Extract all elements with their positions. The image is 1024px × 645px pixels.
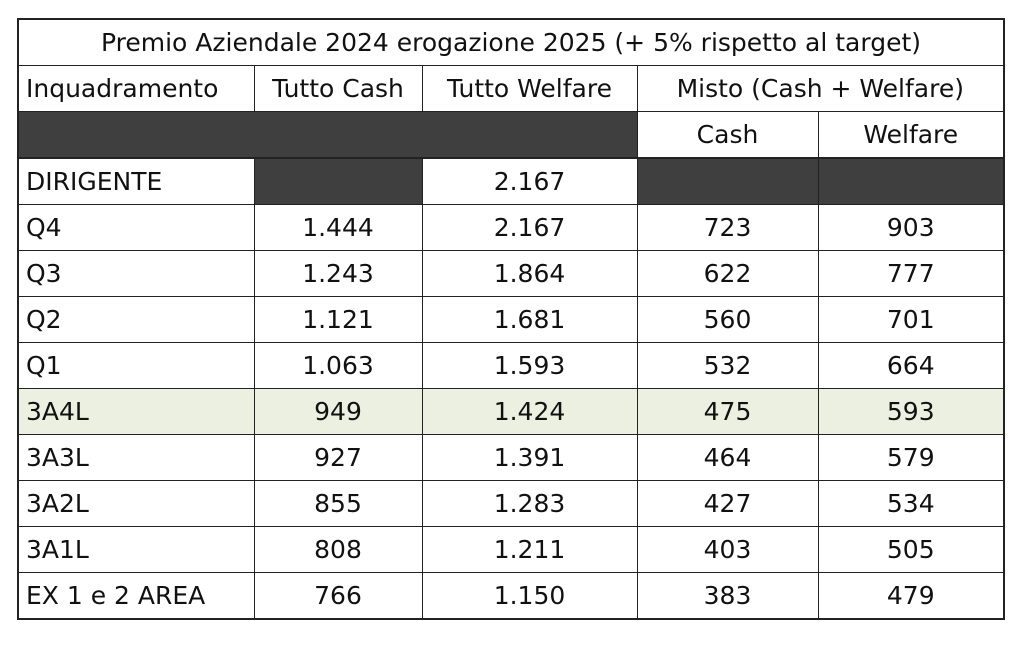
subheader-misto-cash: Cash [636,111,819,159]
cell-misto-cash: 475 [636,388,819,435]
table-row: Q2 1.121 1.681 560 701 [17,296,1006,343]
cell-misto-welfare: 505 [817,526,1006,573]
cell-misto-welfare: 579 [817,434,1006,481]
cell-misto-welfare [817,157,1006,205]
cell-tutto-welfare: 1.593 [421,342,638,389]
premio-table: Premio Aziendale 2024 erogazione 2025 (+… [16,18,1006,620]
cell-misto-welfare: 593 [817,388,1006,435]
header-row: Inquadramento Tutto Cash Tutto Welfare M… [17,65,1006,112]
cell-tutto-welfare: 1.150 [421,572,638,620]
row-label: 3A1L [17,526,255,573]
table-row: Q3 1.243 1.864 622 777 [17,250,1006,297]
header-tutto-welfare: Tutto Welfare [421,65,638,112]
table-title: Premio Aziendale 2024 erogazione 2025 (+… [16,18,1006,66]
cell-tutto-cash: 1.243 [253,250,423,297]
cell-misto-cash: 532 [636,342,819,389]
cell-misto-cash: 464 [636,434,819,481]
row-label: 3A3L [17,434,255,481]
row-label: 3A2L [17,480,255,527]
title-row: Premio Aziendale 2024 erogazione 2025 (+… [16,18,1006,66]
cell-misto-cash: 560 [636,296,819,343]
cell-tutto-welfare: 1.391 [421,434,638,481]
cell-tutto-welfare: 1.211 [421,526,638,573]
cell-tutto-cash: 766 [253,572,423,620]
row-label: 3A4L [17,388,255,435]
cell-tutto-welfare: 1.864 [421,250,638,297]
row-label: Q4 [17,204,255,251]
cell-tutto-cash: 927 [253,434,423,481]
cell-misto-cash: 427 [636,480,819,527]
cell-misto-welfare: 664 [817,342,1006,389]
row-label: Q2 [17,296,255,343]
cell-tutto-cash: 808 [253,526,423,573]
row-label: DIRIGENTE [17,157,255,205]
cell-tutto-cash: 1.121 [253,296,423,343]
table-row: EX 1 e 2 AREA 766 1.150 383 479 [17,572,1006,620]
row-label: Q3 [17,250,255,297]
subheader-row: Cash Welfare [17,111,1006,159]
table-row: Q4 1.444 2.167 723 903 [17,204,1006,251]
row-label: EX 1 e 2 AREA [17,572,255,620]
table-row: Q1 1.063 1.593 532 664 [17,342,1006,389]
table-row: 3A3L 927 1.391 464 579 [17,434,1006,481]
cell-tutto-cash: 855 [253,480,423,527]
cell-misto-welfare: 701 [817,296,1006,343]
table-row: 3A4L 949 1.424 475 593 [17,388,1006,435]
table-row: DIRIGENTE 2.167 [17,157,1006,205]
cell-tutto-welfare: 2.167 [421,157,638,205]
shaded-cell [17,111,638,159]
header-misto: Misto (Cash + Welfare) [636,65,1006,112]
cell-tutto-cash: 1.063 [253,342,423,389]
cell-misto-welfare: 903 [817,204,1006,251]
table-row: 3A2L 855 1.283 427 534 [17,480,1006,527]
cell-tutto-welfare: 1.424 [421,388,638,435]
cell-tutto-cash [253,157,423,205]
table-body: DIRIGENTE 2.167 Q4 1.444 2.167 723 903 Q3 1.243 1… [17,157,1006,620]
cell-misto-welfare: 777 [817,250,1006,297]
row-label: Q1 [17,342,255,389]
cell-misto-welfare: 479 [817,572,1006,620]
cell-misto-cash: 723 [636,204,819,251]
cell-misto-cash: 622 [636,250,819,297]
cell-tutto-welfare: 1.283 [421,480,638,527]
header-inquadramento: Inquadramento [17,65,255,112]
cell-tutto-welfare: 1.681 [421,296,638,343]
cell-misto-cash: 403 [636,526,819,573]
table-row: 3A1L 808 1.211 403 505 [17,526,1006,573]
cell-tutto-cash: 1.444 [253,204,423,251]
subheader-misto-welfare: Welfare [817,111,1006,159]
header-tutto-cash: Tutto Cash [253,65,423,112]
cell-misto-cash [636,157,819,205]
cell-misto-cash: 383 [636,572,819,620]
cell-misto-welfare: 534 [817,480,1006,527]
cell-tutto-welfare: 2.167 [421,204,638,251]
cell-tutto-cash: 949 [253,388,423,435]
